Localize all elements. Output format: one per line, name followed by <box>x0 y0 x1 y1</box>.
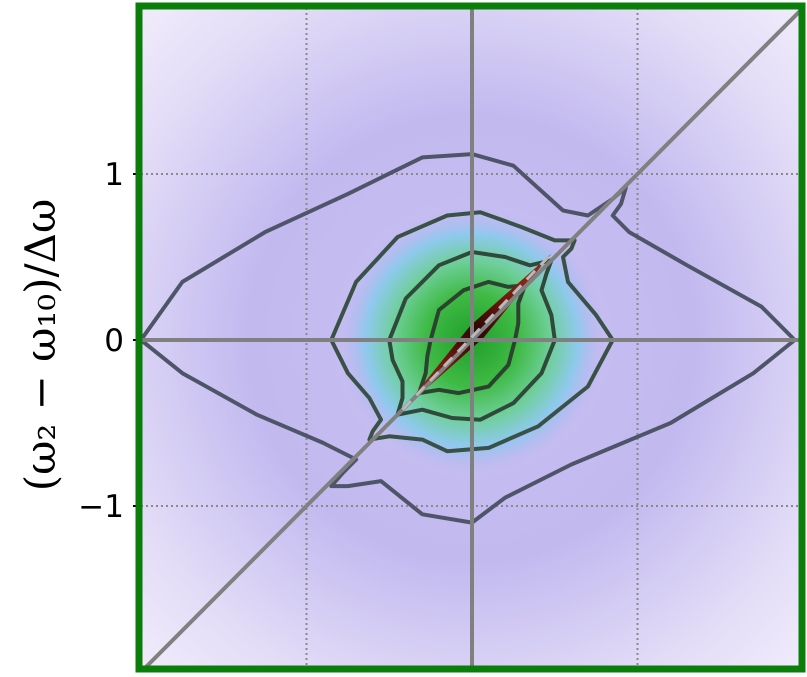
plot-area <box>141 8 803 669</box>
y-tick-label: 0 <box>104 323 124 359</box>
ridge-dashed-line <box>401 252 553 411</box>
reference-line-diagonal <box>141 8 803 669</box>
y-tick-label: −1 <box>78 489 124 525</box>
y-axis-label: (ω₂ − ω₁₀)/Δω <box>16 199 65 491</box>
contour-line <box>141 152 797 525</box>
plot-frame <box>135 2 806 673</box>
y-ticks: 1 0 −1 <box>78 157 141 525</box>
y-tick-label: 1 <box>104 157 124 193</box>
reference-lines <box>141 8 803 669</box>
